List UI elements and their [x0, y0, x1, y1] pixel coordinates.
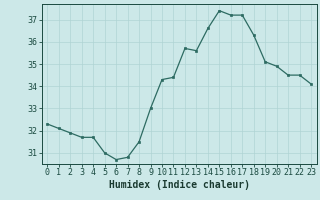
X-axis label: Humidex (Indice chaleur): Humidex (Indice chaleur)	[109, 180, 250, 190]
